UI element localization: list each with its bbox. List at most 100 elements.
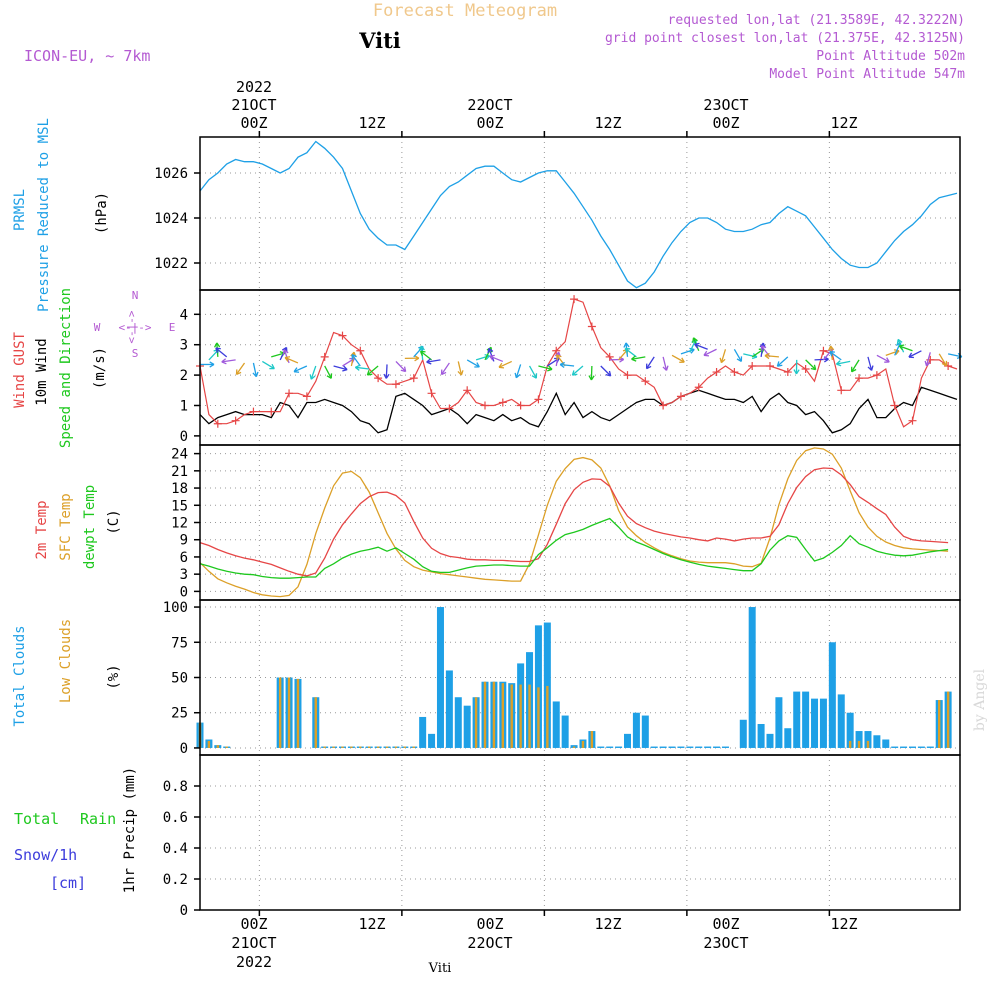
bottom-day-label-4: 23OCT xyxy=(703,934,748,952)
wind-arrow-head xyxy=(326,373,333,379)
bottom-time-axis: 00Z 21OCT 2022 12Z 00Z 22OCT 12Z 00Z 23O… xyxy=(231,915,857,971)
wind-arrow xyxy=(262,360,275,370)
total-cloud-bar xyxy=(721,746,729,748)
wind-arrow xyxy=(385,364,388,379)
low-cloud-bar xyxy=(474,697,478,748)
top-hour-label-2: 00Z xyxy=(476,114,503,132)
gust-point xyxy=(748,361,757,370)
wind-arrow xyxy=(324,365,332,379)
compass-s: S xyxy=(132,347,139,360)
wind-arrow-head xyxy=(898,344,905,351)
y-tick-label-2-2: 6 xyxy=(180,550,188,566)
low-cloud-bar xyxy=(350,746,353,748)
panel-labels: PRMSL Pressure Reduced to MSL (hPa) Wind… xyxy=(12,118,175,893)
grid-lines xyxy=(200,137,960,911)
wind-arrow-head xyxy=(645,363,652,370)
wind-arrow-head xyxy=(419,350,426,357)
gust-point xyxy=(587,322,596,331)
gust-point xyxy=(231,416,240,425)
wind-arrow-head xyxy=(679,357,685,363)
gust-point xyxy=(481,401,489,410)
low-cloud-bar xyxy=(528,684,531,748)
wind-arrow xyxy=(351,354,361,367)
wind-arrow-head xyxy=(498,362,505,369)
gust-point xyxy=(320,352,329,361)
top-hour-label-4: 00Z xyxy=(712,114,739,132)
wind-arrow-head xyxy=(354,364,361,371)
wind-arrow xyxy=(235,362,246,375)
bottom-hour-label-5: 12Z xyxy=(830,915,857,933)
wind-arrow xyxy=(355,366,370,370)
y-tick-label-2-0: 0 xyxy=(180,584,188,600)
y-tick-label-2-6: 18 xyxy=(171,481,188,497)
low-cloud-bar xyxy=(368,746,371,748)
low-cloud-bar xyxy=(866,740,870,748)
total-cloud-bar xyxy=(864,731,872,748)
total-cloud-bar xyxy=(624,733,631,748)
total-cloud-bar xyxy=(900,746,908,748)
wind-arrow-head xyxy=(269,363,275,370)
gust-point xyxy=(819,346,828,355)
wind-arrow xyxy=(680,348,695,355)
y-tick-label-3-3: 75 xyxy=(171,635,188,651)
wind-arrow-head xyxy=(605,370,612,377)
gust-label: Wind GUST xyxy=(12,332,28,408)
low-cloud-bar xyxy=(287,677,291,748)
top-hour-label-0: 00Z xyxy=(240,114,267,132)
total-cloud-bar xyxy=(891,746,899,748)
low-cloud-bar xyxy=(216,745,220,748)
gust-point xyxy=(908,416,917,425)
wind-arrow-head xyxy=(624,347,631,354)
low-cloud-bar xyxy=(537,687,540,748)
wind-arrow-head xyxy=(213,342,221,348)
total-cloud-bar xyxy=(926,746,934,748)
y-tick-label-0-1: 1024 xyxy=(154,211,188,227)
wind-arrow xyxy=(466,359,480,368)
requested-coords: requested lon,lat (21.3589E, 42.3222N) xyxy=(668,13,965,28)
sfc-temp-label: SFC Temp xyxy=(58,493,74,560)
total-cloud-bar xyxy=(713,746,721,748)
gust-point xyxy=(570,295,579,304)
temp2m-label: 2m Temp xyxy=(34,500,50,559)
low-cloud-bar xyxy=(501,683,505,748)
low-cloud-bar xyxy=(546,685,549,748)
top-hour-label-1: 12Z xyxy=(358,114,385,132)
gust-point xyxy=(552,346,561,355)
wind-arrow-head xyxy=(293,367,300,373)
gust-point xyxy=(391,380,400,389)
wind-arrow-head xyxy=(941,360,948,367)
wind-arrow xyxy=(515,364,522,378)
wind-arrow xyxy=(867,356,873,371)
total-cloud-bar xyxy=(686,746,694,748)
model-altitude: Model Point Altitude 547m xyxy=(769,67,965,82)
wind-arrow xyxy=(851,359,860,373)
total-cloud-bar xyxy=(615,746,623,748)
wind-arrow-head xyxy=(235,369,242,376)
pressure-unit: (hPa) xyxy=(94,192,110,234)
low-cloud-bar xyxy=(341,746,344,748)
wind-arrow-head xyxy=(571,370,578,376)
wind-arrow xyxy=(694,343,708,350)
total-cloud-bar xyxy=(909,746,916,748)
wind-arrow-head xyxy=(457,370,464,376)
wind-arrow-head xyxy=(764,352,770,360)
wind-arrow-head xyxy=(588,375,595,381)
wind-arrow xyxy=(836,360,851,365)
temp2m-line xyxy=(199,467,949,577)
wind-arrow xyxy=(938,353,947,367)
low-cloud-bar xyxy=(412,746,415,748)
wind-arrow-head xyxy=(694,342,700,349)
y-tick-label-3-2: 50 xyxy=(171,671,188,687)
wind-arrow-head xyxy=(221,358,227,365)
top-time-axis: 2022 21OCT 00Z 12Z 22OCT 00Z 12Z 23OCT 0… xyxy=(231,78,857,132)
wind-arrow xyxy=(489,355,504,363)
wind-arrow xyxy=(764,354,779,358)
y-tick-label-4-0: 0 xyxy=(180,903,188,919)
wind-arrow xyxy=(498,360,512,368)
total-cloud-bar xyxy=(757,724,765,748)
chart-title: Forecast Meteogram xyxy=(373,1,557,21)
y-tick-label-0-0: 1022 xyxy=(154,256,188,272)
wind-arrow-head xyxy=(489,354,495,361)
gust-point xyxy=(445,404,454,413)
total-cloud-bar xyxy=(659,746,667,748)
